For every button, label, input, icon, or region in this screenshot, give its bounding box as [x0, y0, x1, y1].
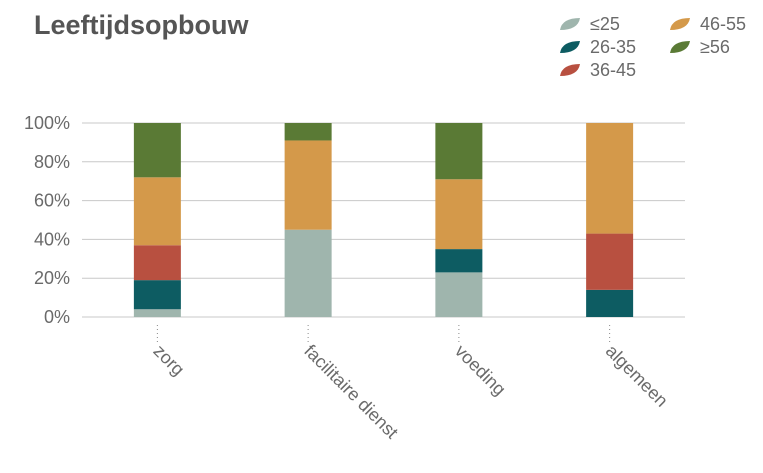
- bar-segment: [133, 245, 181, 281]
- legend-swatch: [670, 18, 690, 30]
- bar-segment: [586, 123, 634, 234]
- y-tick-label: 40%: [34, 229, 70, 249]
- legend-label: ≥56: [700, 37, 730, 57]
- bars: [133, 123, 634, 317]
- bar-segment: [435, 272, 483, 317]
- legend-item: 46-55: [670, 14, 746, 34]
- y-tick-label: 20%: [34, 268, 70, 288]
- y-tick-label: 80%: [34, 152, 70, 172]
- legend-label: 26-35: [590, 37, 636, 57]
- bar-segment: [133, 123, 181, 178]
- chart-title: Leeftijdsopbouw: [34, 10, 249, 40]
- bar-segment: [284, 229, 332, 317]
- bar-segment: [133, 177, 181, 246]
- x-axis-labels: zorg facilitaire dienst voeding algemeen: [150, 325, 672, 443]
- x-tick-label: zorg: [150, 341, 189, 380]
- x-tick-label: voeding: [451, 341, 510, 400]
- legend-label: 36-45: [590, 60, 636, 80]
- bar-segment: [284, 123, 332, 141]
- legend-swatch: [560, 41, 580, 53]
- bar-segment: [435, 179, 483, 250]
- y-tick-label: 100%: [24, 113, 70, 133]
- x-tick-label: facilitaire dienst: [300, 341, 402, 443]
- bar-segment: [133, 309, 181, 317]
- legend-item: 36-45: [560, 60, 636, 80]
- y-axis-ticks: 0% 20% 40% 60% 80% 100%: [24, 113, 70, 327]
- y-tick-label: 60%: [34, 191, 70, 211]
- y-tick-label: 0%: [44, 307, 70, 327]
- legend-label: 46-55: [700, 14, 746, 34]
- bar-segment: [284, 140, 332, 230]
- legend-item: ≤25: [560, 14, 620, 34]
- legend-label: ≤25: [590, 14, 620, 34]
- x-tick-label: algemeen: [602, 341, 672, 411]
- legend-item: 26-35: [560, 37, 636, 57]
- legend-swatch: [560, 64, 580, 76]
- bar-segment: [435, 123, 483, 180]
- bar-segment: [435, 249, 483, 273]
- legend-item: ≥56: [670, 37, 730, 57]
- legend: ≤25 26-35 36-45 46-55 ≥56: [560, 14, 746, 80]
- legend-swatch: [560, 18, 580, 30]
- bar-segment: [586, 289, 634, 317]
- bar-segment: [133, 280, 181, 310]
- legend-swatch: [670, 41, 690, 53]
- bar-segment: [586, 233, 634, 290]
- grid-lines: [82, 122, 685, 318]
